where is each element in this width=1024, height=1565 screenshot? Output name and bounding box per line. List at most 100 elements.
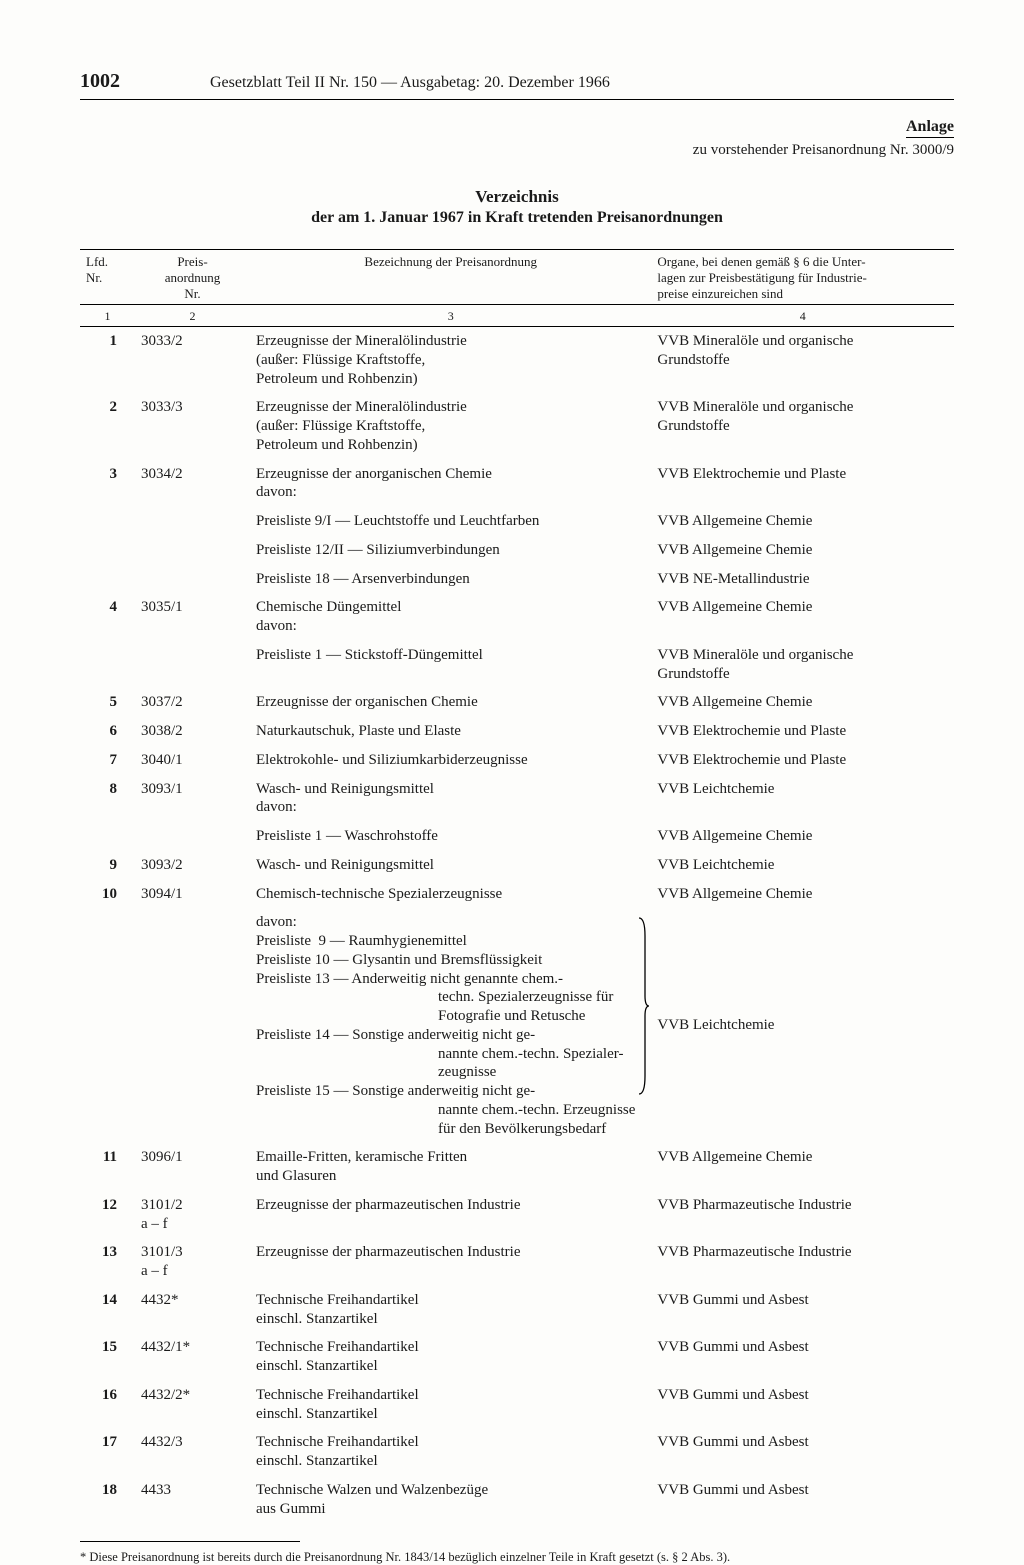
- cell-nr: 4432/3: [135, 1428, 250, 1476]
- table-row: 164432/2*Technische Freihandartikeleinsc…: [80, 1381, 954, 1429]
- table-row: 123101/2a – fErzeugnisse der pharmazeuti…: [80, 1191, 954, 1239]
- cell-lfd: 6: [80, 717, 135, 746]
- cell-bez: Wasch- und Reinigungsmitteldavon:: [250, 775, 651, 823]
- cell-bez: Technische Freihandartikeleinschl. Stanz…: [250, 1428, 651, 1476]
- brace-icon: [637, 916, 649, 1096]
- table-head: Lfd.Nr. Preis-anordnungNr. Bezeichnung d…: [80, 250, 954, 327]
- cell-nr: 3101/2a – f: [135, 1191, 250, 1239]
- cell-bez: Technische Freihandartikeleinschl. Stanz…: [250, 1333, 651, 1381]
- cell-bez: Elektrokohle- und Siliziumkarbiderzeugni…: [250, 746, 651, 775]
- cell-org: VVB Elektrochemie und Plaste: [651, 717, 954, 746]
- cell-org-brace: VVB Leichtchemie: [651, 908, 954, 1143]
- verzeichnis-title: Verzeichnis: [80, 187, 954, 207]
- cell-lfd: [80, 908, 135, 1143]
- cell-org: VVB NE-Metallindustrie: [651, 565, 954, 594]
- footnote: * Diese Preisanordnung ist bereits durch…: [80, 1550, 954, 1565]
- cell-org: VVB Allgemeine Chemie: [651, 688, 954, 717]
- cell-org: VVB Allgemeine Chemie: [651, 880, 954, 909]
- cell-org: VVB Allgemeine Chemie: [651, 593, 954, 641]
- cell-org: VVB Leichtchemie: [651, 851, 954, 880]
- cell-lfd: 4: [80, 593, 135, 641]
- anlage-subtitle: zu vorstehender Preisanordnung Nr. 3000/…: [80, 142, 954, 159]
- cell-lfd: 10: [80, 880, 135, 909]
- header-rule: [80, 99, 954, 100]
- table-row-davon: davon:Preisliste 9 — Raumhygienemittel Pr…: [80, 908, 954, 1143]
- davon-label: davon:: [256, 913, 635, 932]
- cell-nr: [135, 507, 250, 536]
- cell-org: VVB Gummi und Asbest: [651, 1333, 954, 1381]
- cell-lfd: 1: [80, 327, 135, 394]
- cell-nr: 3094/1: [135, 880, 250, 909]
- colnum-4: 4: [651, 305, 954, 327]
- colnum-1: 1: [80, 305, 135, 327]
- cell-nr: 3096/1: [135, 1143, 250, 1191]
- table-row: 184433Technische Walzen und Walzenbezüge…: [80, 1476, 954, 1524]
- cell-lfd: 9: [80, 851, 135, 880]
- cell-nr: [135, 565, 250, 594]
- cell-lfd: 12: [80, 1191, 135, 1239]
- cell-bez: Chemische Düngemitteldavon:: [250, 593, 651, 641]
- colnum-2: 2: [135, 305, 250, 327]
- cell-lfd: 17: [80, 1428, 135, 1476]
- table-row: 103094/1Chemisch-technische Spezialerzeu…: [80, 880, 954, 909]
- cell-lfd: [80, 565, 135, 594]
- cell-bez: Erzeugnisse der pharmazeutischen Industr…: [250, 1238, 651, 1286]
- cell-org: VVB Elektrochemie und Plaste: [651, 746, 954, 775]
- cell-bez: Erzeugnisse der Mineralölindustrie(außer…: [250, 393, 651, 459]
- cell-bez-davon-group: davon:Preisliste 9 — Raumhygienemittel Pr…: [250, 908, 651, 1143]
- cell-lfd: 11: [80, 1143, 135, 1191]
- cell-bez: Preisliste 1 — Waschrohstoffe: [250, 822, 651, 851]
- cell-bez: Erzeugnisse der organischen Chemie: [250, 688, 651, 717]
- cell-org: VVB Mineralöle und organischeGrundstoffe: [651, 641, 954, 689]
- cell-lfd: 2: [80, 393, 135, 459]
- cell-nr: 3040/1: [135, 746, 250, 775]
- cell-nr: 3093/1: [135, 775, 250, 823]
- verzeichnis-subtitle: der am 1. Januar 1967 in Kraft tretenden…: [80, 209, 954, 227]
- cell-nr: 3035/1: [135, 593, 250, 641]
- cell-bez: Preisliste 1 — Stickstoff-Düngemittel: [250, 641, 651, 689]
- cell-bez: Technische Freihandartikeleinschl. Stanz…: [250, 1286, 651, 1334]
- cell-bez: Emaille-Fritten, keramische Frittenund G…: [250, 1143, 651, 1191]
- cell-org: VVB Pharmazeutische Industrie: [651, 1238, 954, 1286]
- anlage-title: Anlage: [906, 118, 954, 138]
- cell-nr: 3038/2: [135, 717, 250, 746]
- cell-org: VVB Mineralöle und organischeGrundstoffe: [651, 393, 954, 459]
- cell-lfd: [80, 536, 135, 565]
- cell-bez: Wasch- und Reinigungsmittel: [250, 851, 651, 880]
- cell-org: VVB Elektrochemie und Plaste: [651, 460, 954, 508]
- cell-nr: 3034/2: [135, 460, 250, 508]
- page-number: 1002: [80, 70, 120, 93]
- cell-lfd: 13: [80, 1238, 135, 1286]
- cell-lfd: [80, 507, 135, 536]
- cell-lfd: [80, 641, 135, 689]
- table-row: 13033/2Erzeugnisse der Mineralölindustri…: [80, 327, 954, 394]
- table-row: 43035/1Chemische Düngemitteldavon:VVB Al…: [80, 593, 954, 641]
- table-row: Preisliste 12/II — SiliziumverbindungenV…: [80, 536, 954, 565]
- cell-lfd: 16: [80, 1381, 135, 1429]
- cell-nr: 3033/3: [135, 393, 250, 459]
- cell-bez: Chemisch-technische Spezialerzeugnisse: [250, 880, 651, 909]
- preisliste-item: Preisliste 9 — Raumhygienemittel: [256, 932, 635, 951]
- table-row: 174432/3Technische Freihandartikeleinsch…: [80, 1428, 954, 1476]
- anlage-block: Anlage zu vorstehender Preisanordnung Nr…: [80, 118, 954, 159]
- cell-lfd: 8: [80, 775, 135, 823]
- table-row: 53037/2Erzeugnisse der organischen Chemi…: [80, 688, 954, 717]
- preisliste-item: Preisliste 14 — Sonstige anderweitig nic…: [256, 1026, 635, 1082]
- cell-org: VVB Gummi und Asbest: [651, 1381, 954, 1429]
- cell-nr: 4433: [135, 1476, 250, 1524]
- cell-org: VVB Mineralöle und organischeGrundstoffe: [651, 327, 954, 394]
- table-row: Preisliste 1 — Stickstoff-DüngemittelVVB…: [80, 641, 954, 689]
- preisliste-item: Preisliste 15 — Sonstige anderweitig nic…: [256, 1082, 635, 1138]
- table-row: Preisliste 9/I — Leuchtstoffe und Leucht…: [80, 507, 954, 536]
- cell-bez: Preisliste 9/I — Leuchtstoffe und Leucht…: [250, 507, 651, 536]
- table-row: 33034/2Erzeugnisse der anorganischen Che…: [80, 460, 954, 508]
- cell-bez: Erzeugnisse der pharmazeutischen Industr…: [250, 1191, 651, 1239]
- table-row: 73040/1Elektrokohle- und Siliziumkarbide…: [80, 746, 954, 775]
- cell-lfd: 3: [80, 460, 135, 508]
- cell-bez: Technische Freihandartikeleinschl. Stanz…: [250, 1381, 651, 1429]
- header-title: Gesetzblatt Teil II Nr. 150 — Ausgabetag…: [210, 74, 610, 92]
- cell-nr: 3101/3a – f: [135, 1238, 250, 1286]
- cell-nr: 3033/2: [135, 327, 250, 394]
- cell-lfd: 5: [80, 688, 135, 717]
- cell-nr: 3093/2: [135, 851, 250, 880]
